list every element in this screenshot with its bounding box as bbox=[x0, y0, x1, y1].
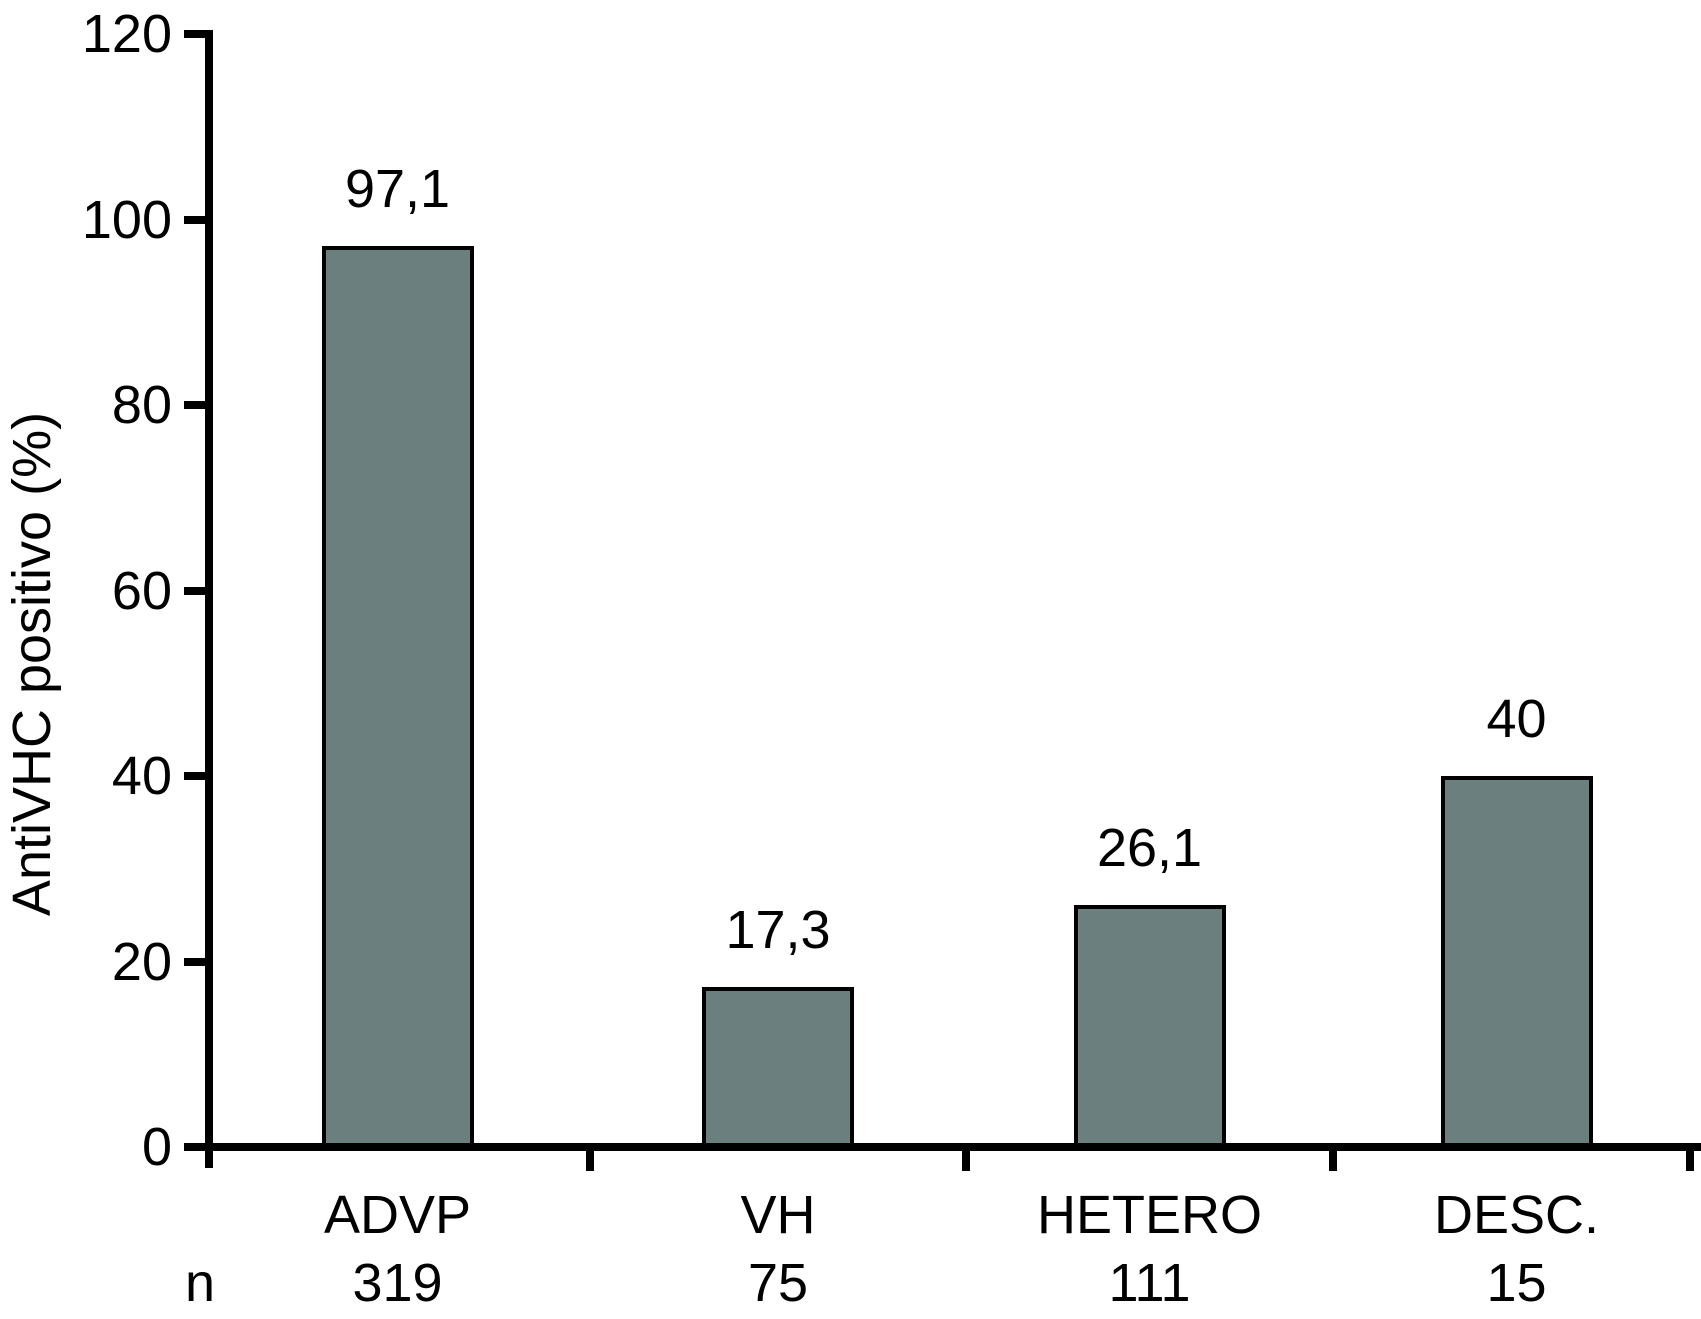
y-tick-label: 100 bbox=[81, 189, 172, 250]
x-tick-mark bbox=[1686, 1147, 1694, 1171]
y-tick-mark bbox=[184, 215, 209, 224]
bar-value-label: 97,1 bbox=[344, 159, 451, 220]
bar-vh bbox=[702, 986, 854, 1151]
bar-advp bbox=[321, 246, 474, 1151]
n-value: 15 bbox=[1486, 1253, 1547, 1313]
y-tick-mark bbox=[184, 30, 209, 38]
bar-hetero bbox=[1073, 904, 1226, 1151]
category-label: DESC. bbox=[1433, 1185, 1600, 1245]
bar-desc bbox=[1440, 776, 1593, 1151]
x-tick-mark bbox=[586, 1147, 594, 1171]
category-label: ADVP bbox=[323, 1185, 472, 1245]
y-tick-label: 20 bbox=[111, 931, 172, 992]
y-tick-mark bbox=[184, 772, 209, 780]
n-value: 111 bbox=[1108, 1253, 1191, 1313]
y-tick-label: 80 bbox=[111, 375, 172, 435]
y-tick-mark bbox=[184, 586, 209, 595]
bar-value-label: 26,1 bbox=[1096, 817, 1203, 878]
category-label: HETERO bbox=[1036, 1185, 1263, 1245]
y-tick-label: 0 bbox=[141, 1117, 172, 1177]
bar-value-label: 17,3 bbox=[725, 899, 831, 960]
y-tick-label: 120 bbox=[81, 4, 172, 64]
x-tick-mark bbox=[962, 1147, 970, 1171]
y-tick-mark bbox=[184, 401, 209, 409]
y-tick-label: 60 bbox=[111, 560, 172, 621]
bar-value-label: 40 bbox=[1486, 689, 1547, 749]
x-axis-line bbox=[205, 1143, 1701, 1151]
n-value: 319 bbox=[352, 1253, 443, 1313]
y-tick-mark bbox=[184, 1143, 209, 1151]
y-axis-line bbox=[205, 30, 213, 1168]
y-tick-label: 40 bbox=[111, 746, 172, 806]
n-row-label: n bbox=[184, 1253, 216, 1313]
x-tick-mark bbox=[1329, 1147, 1337, 1171]
n-value: 75 bbox=[747, 1253, 809, 1313]
y-tick-mark bbox=[184, 957, 209, 966]
category-label: VH bbox=[740, 1185, 816, 1245]
